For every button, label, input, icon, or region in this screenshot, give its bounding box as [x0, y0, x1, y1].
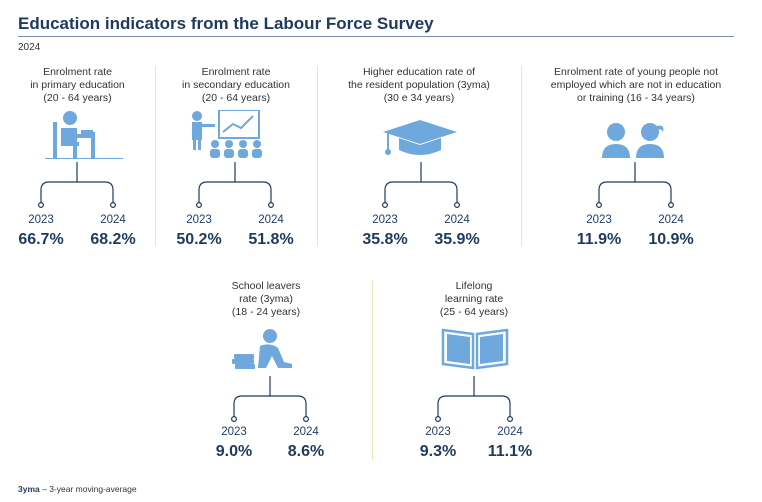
year-label-2024: 2024	[100, 214, 126, 226]
value-2023: 9.3%	[419, 443, 457, 460]
indicator-title: Lifelong learning rate (25 - 64 years)	[439, 280, 509, 318]
divider	[155, 66, 156, 246]
value-2024: 35.9%	[434, 231, 480, 248]
value-2024: 8.6%	[287, 443, 325, 460]
value-2023: 9.0%	[215, 443, 253, 460]
comparison-connector	[230, 376, 309, 422]
value-2023: 35.8%	[362, 231, 408, 248]
young-people-icon	[602, 123, 664, 158]
indicator-panel-lifelong-learning: Lifelong learning rate (25 - 64 years) 2…	[394, 278, 554, 468]
year-label-2024: 2024	[658, 214, 684, 226]
indicator-title: Enrolment rate in primary education (20 …	[30, 66, 125, 104]
graduation-cap-icon	[383, 120, 457, 155]
comparison-connector	[595, 162, 674, 208]
divider	[521, 66, 522, 246]
page-title: Education indicators from the Labour For…	[18, 14, 434, 33]
indicator-panel-primary: Enrolment rate in primary education (20 …	[0, 64, 155, 254]
classroom-presentation-icon	[192, 110, 262, 158]
value-2024: 11.1%	[487, 443, 533, 460]
indicator-title: Higher education rate of the resident po…	[348, 66, 490, 104]
year-label-2023: 2023	[586, 214, 612, 226]
value-2024: 51.8%	[248, 231, 294, 248]
footnote: 3yma – 3-year moving-average	[18, 484, 137, 494]
year-label-2023: 2023	[221, 426, 247, 438]
footnote-term: 3yma	[18, 484, 40, 494]
indicator-panel-secondary: Enrolment rate in secondary education (2…	[155, 64, 317, 254]
value-2023: 50.2%	[176, 231, 222, 248]
title-rule	[18, 36, 734, 37]
year-label-2024: 2024	[293, 426, 319, 438]
indicator-title: School leavers rate (3yma) (18 - 24 year…	[231, 280, 301, 318]
indicator-title: Enrolment rate of young people not emplo…	[550, 66, 722, 104]
year-label-2024: 2024	[444, 214, 470, 226]
value-2024: 68.2%	[90, 231, 136, 248]
comparison-connector	[381, 162, 460, 208]
student-desk-icon	[45, 111, 123, 159]
year-label-2023: 2023	[28, 214, 54, 226]
year-label-2024: 2024	[258, 214, 284, 226]
divider	[372, 280, 373, 460]
value-2023: 11.9%	[576, 231, 622, 248]
year-label-2023: 2023	[186, 214, 212, 226]
indicator-panel-school-leavers: School leavers rate (3yma) (18 - 24 year…	[186, 278, 346, 468]
school-leaver-icon	[232, 329, 292, 369]
year-label-2023: 2023	[425, 426, 451, 438]
comparison-connector	[195, 162, 274, 208]
subtitle-year: 2024	[18, 42, 41, 53]
year-label-2023: 2023	[372, 214, 398, 226]
indicator-title: Enrolment rate in secondary education (2…	[182, 66, 290, 104]
indicator-panel-higher-education: Higher education rate of the resident po…	[317, 64, 521, 254]
value-2024: 10.9%	[648, 231, 694, 248]
divider	[317, 66, 318, 246]
comparison-connector	[37, 162, 116, 208]
comparison-connector	[434, 376, 513, 422]
indicator-panel-neet: Enrolment rate of young people not emplo…	[521, 64, 751, 254]
open-book-icon	[441, 328, 509, 370]
value-2023: 66.7%	[18, 231, 64, 248]
year-label-2024: 2024	[497, 426, 523, 438]
footnote-definition: – 3-year moving-average	[42, 484, 137, 494]
